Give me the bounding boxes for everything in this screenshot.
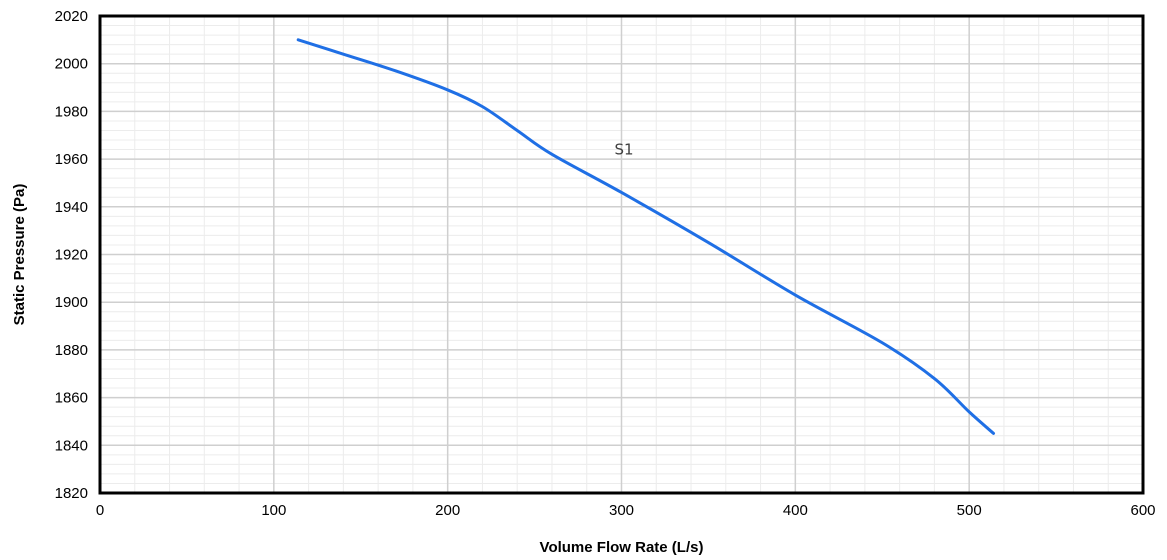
y-tick-label: 1860 (55, 390, 88, 407)
x-axis-ticks: 0 100 200 300 400 500 600 (96, 502, 1156, 519)
y-tick-label: 1940 (55, 199, 88, 216)
series-annotation-label: S1 (615, 140, 634, 158)
x-axis-title: Volume Flow Rate (L/s) (540, 539, 704, 556)
x-tick-label: 200 (435, 502, 460, 519)
y-tick-label: 1820 (55, 485, 88, 502)
y-tick-label: 1880 (55, 342, 88, 359)
y-tick-label: 1900 (55, 294, 88, 311)
y-tick-label: 1920 (55, 247, 88, 264)
x-tick-label: 0 (96, 502, 104, 519)
y-tick-label: 2000 (55, 56, 88, 73)
y-axis-title: Static Pressure (Pa) (11, 184, 28, 326)
x-tick-label: 100 (261, 502, 286, 519)
series-line-s1 (296, 38, 996, 435)
annotation-layer: S1 (615, 140, 634, 158)
x-tick-label: 400 (783, 502, 808, 519)
y-tick-label: 1980 (55, 103, 88, 120)
x-tick-label: 300 (609, 502, 634, 519)
plot-area-frame (98, 14, 1145, 495)
y-tick-label: 2020 (55, 8, 88, 25)
x-tick-label: 600 (1130, 502, 1155, 519)
series-layer (296, 38, 996, 435)
y-axis-ticks: 1820 1840 1860 1880 1900 1920 1940 1960 1980 2000… (55, 8, 88, 502)
y-tick-label: 1960 (55, 151, 88, 168)
x-tick-label: 500 (957, 502, 982, 519)
y-tick-label: 1840 (55, 437, 88, 454)
major-grid (99, 15, 1144, 494)
